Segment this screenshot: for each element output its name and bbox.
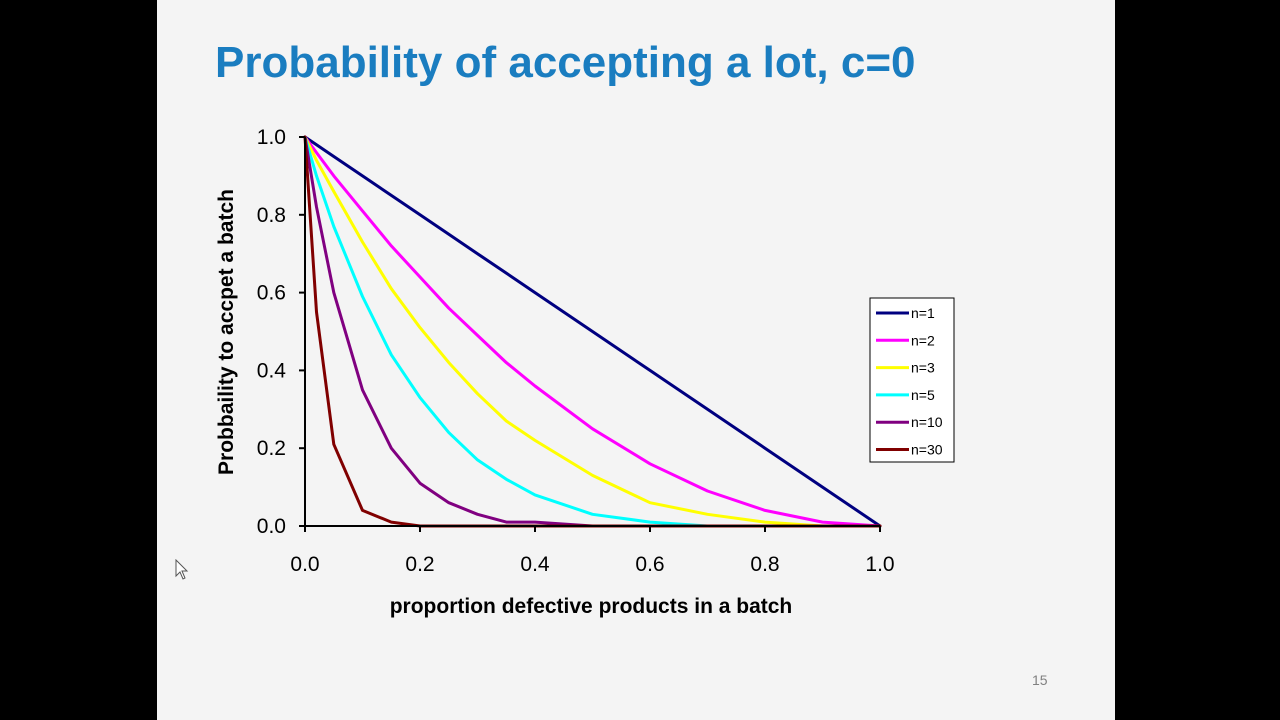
y-tick-label: 1.0 [257,126,286,149]
slide-title: Probability of accepting a lot, c=0 [215,38,916,87]
legend-label: n=3 [911,360,935,376]
legend-label: n=30 [911,442,943,458]
mouse-pointer-icon [175,559,189,580]
x-axis-label: proportion defective products in a batch [390,595,793,618]
x-tick-label: 0.8 [750,553,779,576]
y-tick-label: 0.2 [257,437,286,460]
y-tick-label: 0.0 [257,515,286,538]
series-lines [303,135,882,528]
legend: n=1 n=2 n=3 n=5 n=10 n=30 [869,297,955,463]
x-tick-label: 0.6 [635,553,664,576]
legend-label: n=10 [911,414,943,430]
legend-frame [869,297,955,463]
y-tick-label: 0.6 [257,282,286,305]
series-line-n-2 [303,135,882,528]
y-tick-label: 0.8 [257,204,286,227]
x-tick-label: 0.4 [520,553,550,576]
series-line-n-3 [303,135,882,528]
y-ticks: 0.0 0.2 0.4 0.6 0.8 1.0 [257,126,305,538]
y-tick-label: 0.4 [257,359,287,382]
x-ticks: 0.0 0.2 0.4 0.6 0.8 1.0 [290,526,895,576]
x-tick-label: 0.0 [290,553,319,576]
legend-label: n=1 [911,305,935,321]
legend-label: n=5 [911,387,935,403]
y-axis-label: Probbaility to accpet a batch [215,189,238,475]
page-number: 15 [1032,672,1048,688]
x-tick-label: 1.0 [865,553,894,576]
legend-label: n=2 [911,332,935,348]
legend-entries: n=1 n=2 n=3 n=5 n=10 n=30 [876,305,943,458]
x-tick-label: 0.2 [405,553,434,576]
series-line-n-1 [303,135,882,528]
